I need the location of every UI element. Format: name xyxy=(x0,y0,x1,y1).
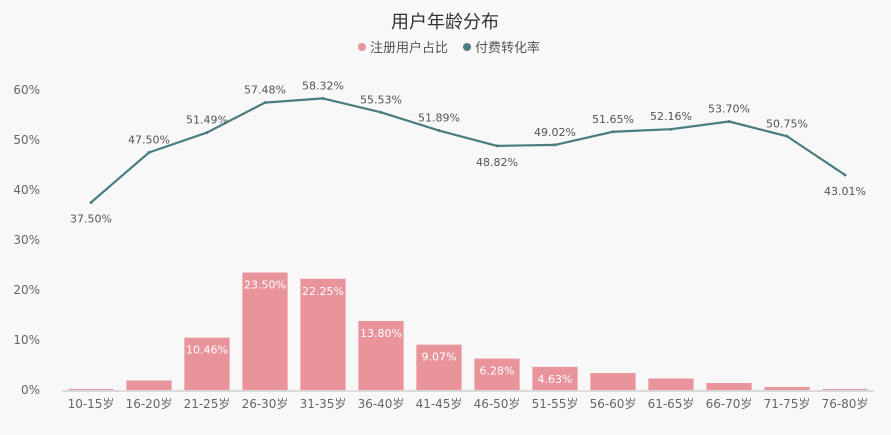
y-tick-label: 60% xyxy=(13,83,40,97)
x-tick-label: 21-25岁 xyxy=(184,396,231,411)
bar-series xyxy=(68,272,868,390)
legend-marker-conversion xyxy=(463,43,471,51)
conversion-line xyxy=(90,97,846,204)
x-tick-label: 41-45岁 xyxy=(416,396,463,411)
bar xyxy=(590,373,636,390)
bar xyxy=(358,321,404,390)
line-data-label: 55.53% xyxy=(360,93,402,106)
x-tick-label: 10-15岁 xyxy=(68,396,115,411)
line-data-label: 51.65% xyxy=(592,113,634,126)
line-data-label: 43.01% xyxy=(824,185,866,198)
line-series xyxy=(89,96,847,204)
line-point xyxy=(727,120,731,123)
line-data-label: 37.50% xyxy=(70,213,112,226)
bar-data-label: 23.50% xyxy=(244,279,286,292)
y-tick-label: 50% xyxy=(13,133,40,147)
line-point xyxy=(205,131,209,135)
bar-data-label: 4.63% xyxy=(538,373,573,386)
line-data-label: 48.82% xyxy=(476,156,518,169)
line-point xyxy=(611,130,615,134)
x-tick-label: 71-75岁 xyxy=(764,396,811,411)
bar xyxy=(300,278,346,390)
line-point xyxy=(553,143,557,147)
bar xyxy=(126,380,172,390)
legend-marker-registered xyxy=(358,43,366,51)
line-labels: 37.50% 47.50% 51.49% 57.48% 58.32% 55.53% 51.8… xyxy=(70,79,866,225)
bar xyxy=(764,387,810,390)
bar xyxy=(532,366,578,390)
bar-data-label: 6.28% xyxy=(480,365,515,378)
bar xyxy=(706,383,752,390)
x-tick-label: 61-65岁 xyxy=(648,396,695,411)
bar xyxy=(648,378,694,390)
x-tick-label: 66-70岁 xyxy=(706,396,753,411)
y-tick-label: 0% xyxy=(21,383,40,397)
legend-label-registered: 注册用户占比 xyxy=(370,40,448,56)
legend-label-conversion: 付费转化率 xyxy=(475,40,540,56)
bar-data-label: 10.46% xyxy=(186,344,228,357)
bar xyxy=(416,344,462,390)
bar-data-label: 22.25% xyxy=(302,285,344,298)
x-tick-label: 26-30岁 xyxy=(242,396,289,411)
line-point xyxy=(263,101,267,105)
bar xyxy=(242,272,288,390)
x-tick-label: 51-55岁 xyxy=(532,396,579,411)
bar xyxy=(474,358,520,390)
x-tick-label: 16-20岁 xyxy=(126,396,173,411)
y-tick-label: 40% xyxy=(13,183,40,197)
bar xyxy=(68,389,114,390)
line-data-label: 58.32% xyxy=(302,79,344,92)
line-point xyxy=(785,134,789,138)
line-data-label: 47.50% xyxy=(128,134,170,147)
x-tick-label: 36-40岁 xyxy=(358,396,405,411)
x-tick-label: 76-80岁 xyxy=(822,396,869,411)
line-data-label: 52.16% xyxy=(650,110,692,123)
bar-labels: 10.46% 23.50% 22.25% 13.80% 9.07% 6.28% 4.63% xyxy=(186,279,572,386)
line-point xyxy=(379,110,383,114)
line-point xyxy=(495,144,499,148)
y-tick-label: 10% xyxy=(13,333,40,347)
line-data-label: 51.49% xyxy=(186,114,228,127)
x-tick-label: 31-35岁 xyxy=(300,396,347,411)
line-point xyxy=(669,127,673,131)
line-point xyxy=(843,173,847,177)
legend: 注册用户占比 付费转化率 xyxy=(358,40,540,56)
bar xyxy=(184,337,230,390)
x-tick-label: 46-50岁 xyxy=(474,396,521,411)
y-axis: 0% 10% 20% 30% 40% 50% 60% xyxy=(13,83,40,397)
bar-data-label: 9.07% xyxy=(422,351,457,364)
line-data-label: 51.89% xyxy=(418,112,460,125)
chart-title: 用户年龄分布 xyxy=(391,12,499,33)
x-axis: 10-15岁 16-20岁 21-25岁 26-30岁 31-35岁 36-40岁 41-4… xyxy=(62,390,874,411)
line-data-label: 53.70% xyxy=(708,103,750,116)
line-data-label: 50.75% xyxy=(766,117,808,130)
bar-data-label: 13.80% xyxy=(360,327,402,340)
bar xyxy=(822,389,868,390)
line-point xyxy=(89,201,93,204)
y-tick-label: 20% xyxy=(13,283,40,297)
line-point xyxy=(437,129,441,133)
line-point xyxy=(147,151,151,154)
line-data-label: 49.02% xyxy=(534,126,576,139)
line-data-label: 57.48% xyxy=(244,84,286,97)
x-tick-label: 56-60岁 xyxy=(590,396,637,411)
y-tick-label: 30% xyxy=(13,233,40,247)
line-point xyxy=(321,96,325,100)
